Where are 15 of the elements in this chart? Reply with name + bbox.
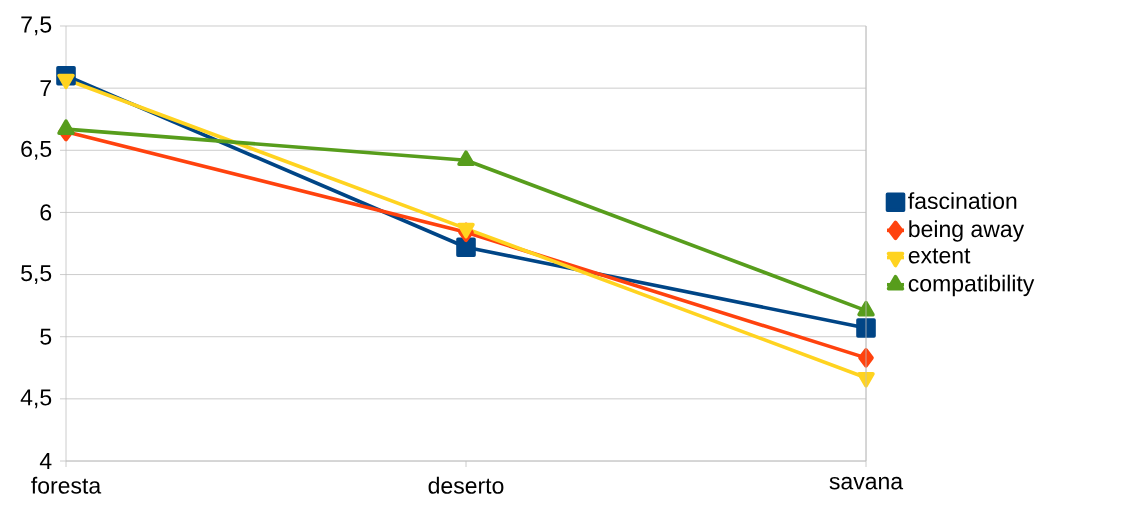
legend-label: extent [908,248,971,264]
x-tick-label: foresta [31,476,102,494]
x-tick-label: deserto [428,476,504,494]
legend-label: being away [909,220,1025,242]
y-tick-label: 6,5 [21,140,52,160]
y-tick-label: 5,5 [21,265,52,284]
legend-label: compatibility [908,274,1035,297]
y-tick-label: 4,5 [20,389,52,409]
y-tick-label: 5 [40,328,52,345]
y-tick-label: 4 [39,453,52,469]
y-tick-label: 7 [40,80,51,97]
y-tick-label: 6 [40,204,52,221]
y-tick-label: 7,5 [21,16,52,36]
legend-label: fascination [908,192,1017,210]
x-tick-label: savana [829,476,904,490]
